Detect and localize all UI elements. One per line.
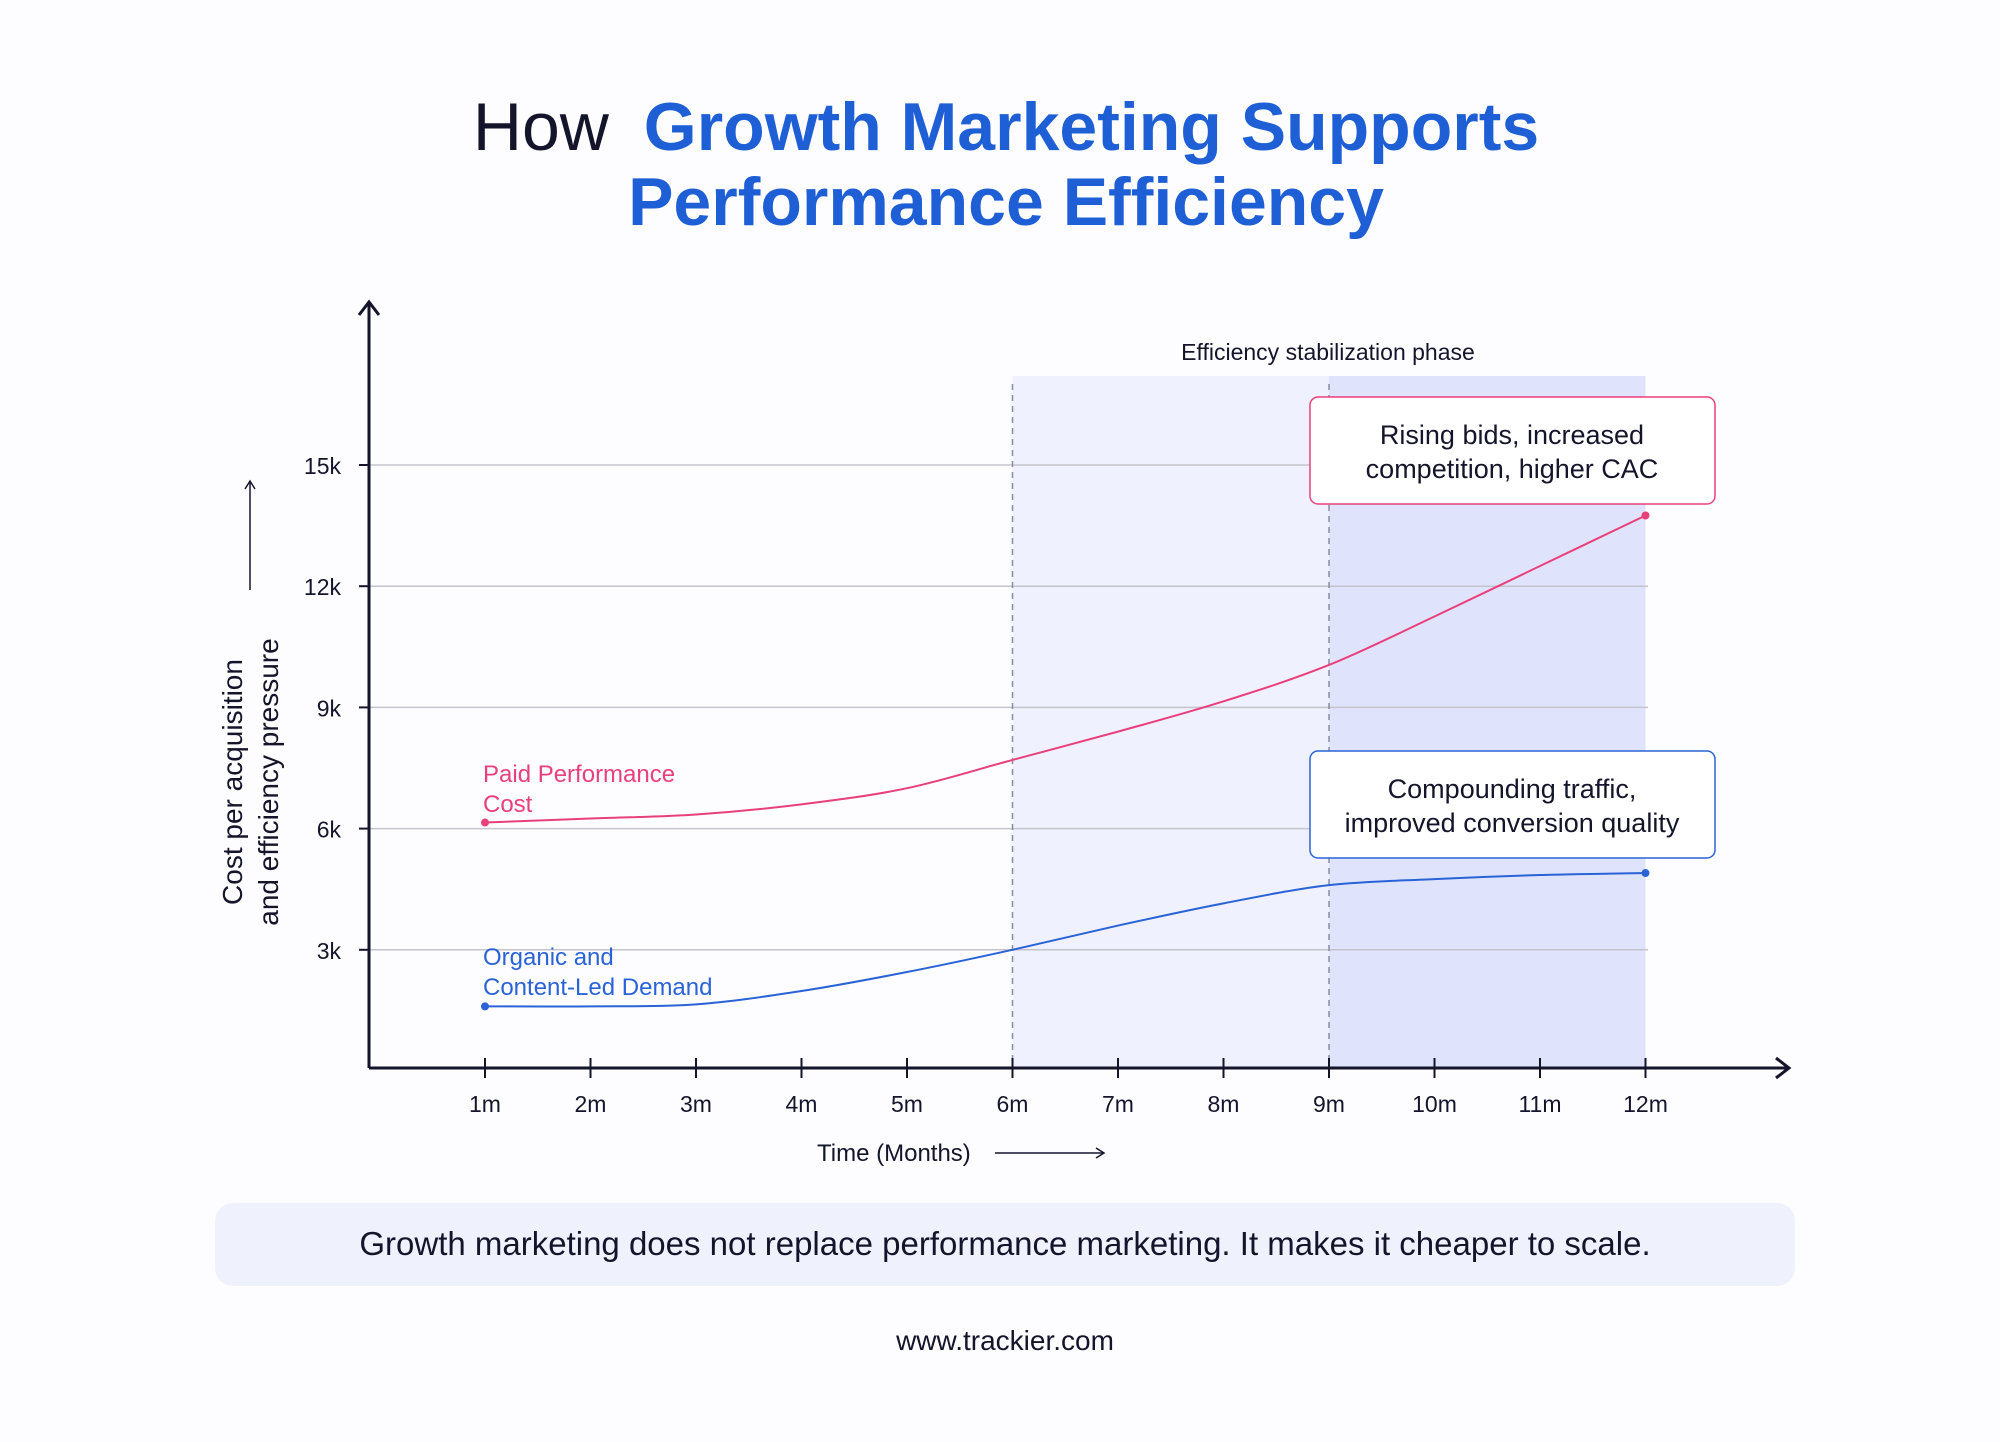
x-tick-label: 9m [1313, 1091, 1345, 1117]
title-prefix: How [473, 89, 610, 165]
x-tick-label: 11m [1518, 1091, 1561, 1117]
summary-banner [215, 1203, 1795, 1286]
x-tick-label: 10m [1412, 1091, 1457, 1117]
x-tick-label: 2m [575, 1091, 607, 1117]
series-label-paid-2: Cost [483, 791, 533, 818]
x-tick-label: 12m [1623, 1091, 1668, 1117]
annotation-paid-2: competition, higher CAC [1366, 454, 1659, 484]
annotation-organic-1: Compounding traffic, [1388, 774, 1637, 804]
x-label-arrow [995, 1147, 1106, 1159]
gridlines: 3k 6k 9k 12k 15k [304, 384, 1648, 1068]
y-tick-label: 3k [317, 938, 342, 964]
series-lines [481, 511, 1650, 1011]
y-axis-label-1: Cost per acquisition [217, 659, 248, 905]
y-tick-label: 6k [317, 817, 342, 843]
data-point [1641, 869, 1650, 878]
y-tick-label: 12k [304, 574, 342, 600]
annotation-organic-2: improved conversion quality [1345, 808, 1680, 838]
chart-title: How Growth Marketing Supports [473, 89, 1539, 165]
axes: 1m 2m 3m 4m 5m 6m 7m 8m 9m 10m 11m 12m [357, 299, 1792, 1117]
footer-url: www.trackier.com [895, 1325, 1114, 1356]
data-point [481, 818, 489, 827]
phase-label: Efficiency stabilization phase [1181, 339, 1475, 365]
organic-demand-line [484, 872, 1646, 1008]
x-tick-label: 5m [891, 1091, 923, 1117]
title-highlight-1: Growth Marketing Supports [644, 89, 1539, 165]
paid-cost-line [484, 514, 1646, 824]
x-axis-arrow [1775, 1056, 1792, 1080]
y-axis-label: Cost per acquisition and efficiency pres… [217, 638, 284, 925]
x-tick-label: 1m [469, 1091, 501, 1117]
series-label-organic-1: Organic and [483, 944, 614, 971]
series-label-organic-2: Content-Led Demand [483, 974, 712, 1001]
x-tick-label: 8m [1208, 1091, 1240, 1117]
y-tick-label: 15k [304, 453, 342, 479]
y-axis-arrow [357, 299, 381, 316]
annotation-box-organic [1309, 750, 1716, 859]
x-tick-label: 4m [786, 1091, 818, 1117]
x-tick-label: 3m [680, 1091, 712, 1117]
series-label-paid-1: Paid Performance [483, 761, 675, 788]
y-axis-label-2: and efficiency pressure [253, 638, 284, 925]
data-point [1641, 511, 1650, 520]
title-highlight-2: Performance Efficiency [628, 164, 1384, 240]
x-tick-label: 6m [997, 1091, 1029, 1117]
x-tick-label: 7m [1102, 1091, 1134, 1117]
summary-text: Growth marketing does not replace perfor… [359, 1225, 1650, 1262]
y-tick-label: 9k [317, 695, 342, 721]
data-point [481, 1002, 489, 1011]
annotation-box-paid [1309, 396, 1716, 505]
annotation-paid-1: Rising bids, increased [1380, 420, 1644, 450]
y-label-arrow [244, 479, 256, 590]
phase-region-early [1012, 376, 1329, 1068]
x-axis-label: Time (Months) [817, 1140, 971, 1167]
